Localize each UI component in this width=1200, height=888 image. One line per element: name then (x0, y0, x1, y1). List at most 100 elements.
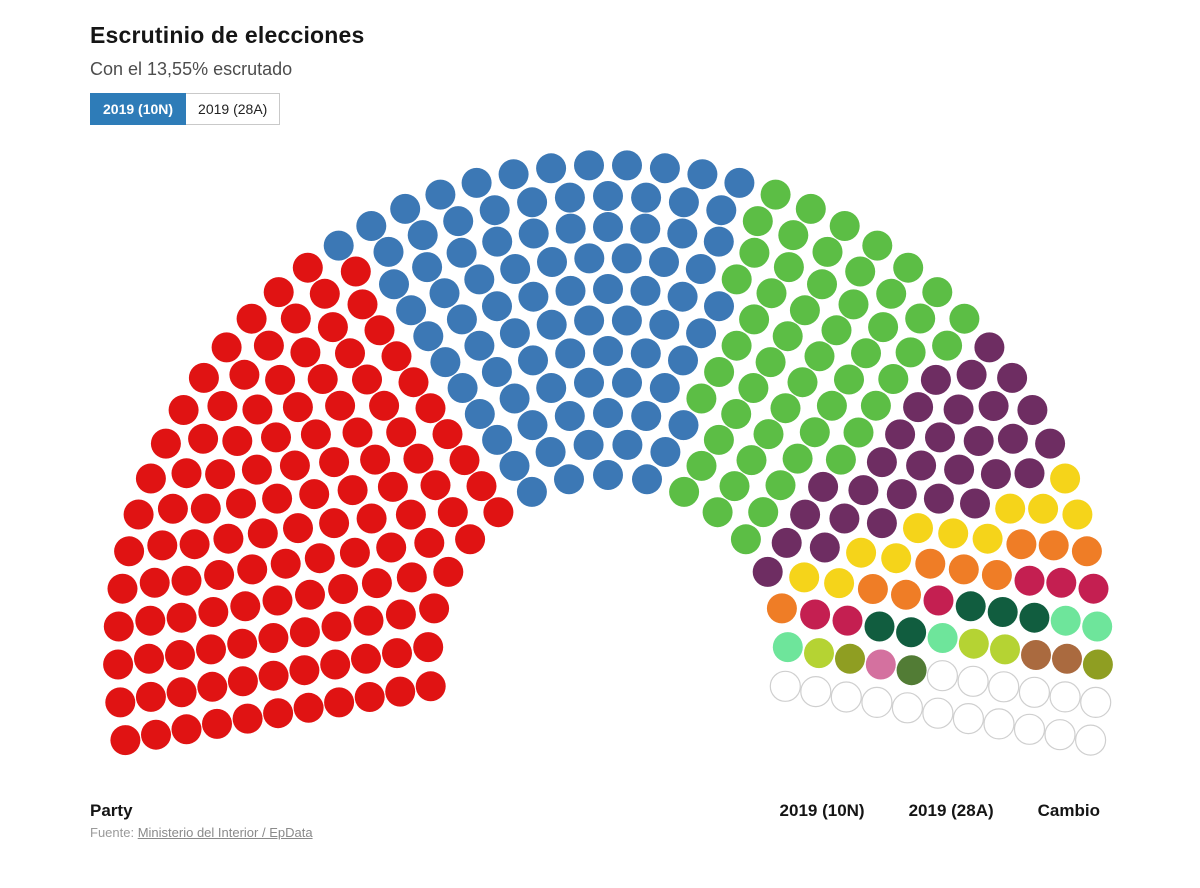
seat-yellow[interactable] (824, 568, 855, 599)
seat-red[interactable] (320, 649, 351, 680)
seat-pink[interactable] (865, 649, 896, 680)
seat-blue[interactable] (498, 159, 529, 190)
seat-yellow[interactable] (1062, 499, 1093, 530)
seat-red[interactable] (361, 568, 392, 599)
seat-blue[interactable] (447, 373, 478, 403)
seat-red[interactable] (420, 470, 451, 501)
seat-blue[interactable] (612, 150, 642, 181)
seat-green[interactable] (807, 269, 837, 300)
seat-blue[interactable] (413, 321, 444, 352)
seat-dark-green[interactable] (896, 617, 927, 648)
seat-blue[interactable] (517, 187, 548, 218)
seat-red[interactable] (293, 692, 324, 723)
source-link[interactable]: Ministerio del Interior / EpData (137, 825, 313, 840)
seat-blue[interactable] (593, 212, 623, 242)
seat-green[interactable] (932, 330, 963, 361)
seat-blue[interactable] (537, 247, 567, 277)
seat-purple[interactable] (960, 488, 990, 519)
seat-red[interactable] (356, 503, 387, 534)
seat-red[interactable] (377, 471, 408, 502)
seat-green[interactable] (799, 417, 830, 448)
seat-red[interactable] (226, 488, 256, 519)
seat-purple[interactable] (829, 503, 860, 534)
seat-dark-olive[interactable] (896, 655, 927, 686)
seat-green[interactable] (756, 278, 787, 309)
seat-green[interactable] (730, 524, 761, 555)
seat-red[interactable] (190, 493, 221, 524)
seat-blue[interactable] (667, 281, 698, 312)
seat-red[interactable] (135, 681, 166, 712)
seat-olive[interactable] (1082, 649, 1113, 680)
seat-blue[interactable] (612, 367, 642, 398)
seat-blue[interactable] (703, 226, 734, 257)
seat-red[interactable] (168, 395, 199, 425)
seat-green[interactable] (772, 321, 803, 352)
seat-purple[interactable] (923, 483, 954, 514)
seat-orange[interactable] (915, 548, 946, 579)
seat-green[interactable] (860, 390, 891, 421)
seat-blue[interactable] (704, 291, 734, 322)
seat-purple[interactable] (790, 499, 821, 530)
seat-green[interactable] (736, 445, 767, 476)
seat-crimson[interactable] (832, 605, 863, 636)
seat-purple[interactable] (956, 359, 987, 390)
seat-blue[interactable] (464, 264, 495, 295)
seat-blue[interactable] (574, 305, 605, 336)
seat-red[interactable] (141, 719, 171, 750)
seat-blue[interactable] (593, 460, 623, 490)
seat-red[interactable] (325, 390, 356, 421)
seat-red[interactable] (230, 591, 261, 622)
seat-red[interactable] (455, 524, 486, 555)
seat-brown[interactable] (1052, 643, 1082, 674)
seat-green[interactable] (748, 497, 779, 528)
seat-blue[interactable] (461, 167, 492, 198)
seat-red[interactable] (292, 252, 323, 283)
seat-red[interactable] (227, 628, 258, 659)
seat-green[interactable] (719, 471, 750, 502)
seat-red[interactable] (324, 687, 355, 718)
seat-blue[interactable] (323, 230, 354, 261)
seat-blue[interactable] (555, 338, 586, 369)
tab-2019-28a[interactable]: 2019 (28A) (186, 93, 281, 125)
seat-orange[interactable] (1006, 529, 1037, 560)
seat-green[interactable] (834, 364, 864, 395)
seat-green[interactable] (905, 303, 936, 334)
seat-red[interactable] (364, 315, 395, 346)
seat-dark-green[interactable] (1019, 602, 1050, 633)
seat-red[interactable] (398, 367, 429, 398)
seat-green[interactable] (787, 367, 818, 398)
seat-white-pending[interactable] (983, 708, 1015, 740)
seat-blue[interactable] (574, 367, 604, 398)
seat-olive[interactable] (835, 643, 865, 674)
seat-purple[interactable] (771, 527, 802, 558)
seat-mint-green[interactable] (772, 632, 803, 663)
seat-green[interactable] (922, 277, 953, 308)
seat-crimson[interactable] (923, 585, 954, 616)
seat-dark-green[interactable] (955, 591, 986, 622)
seat-purple[interactable] (997, 362, 1028, 393)
seat-purple[interactable] (903, 392, 934, 423)
seat-blue[interactable] (687, 159, 718, 190)
seat-blue[interactable] (631, 401, 662, 431)
seat-green[interactable] (704, 357, 735, 387)
seat-green[interactable] (770, 393, 801, 424)
seat-blue[interactable] (668, 187, 699, 218)
seat-red[interactable] (295, 579, 325, 610)
seat-red[interactable] (123, 499, 154, 530)
seat-blue[interactable] (631, 182, 662, 213)
seat-red[interactable] (265, 364, 296, 395)
seat-white-pending[interactable] (1044, 719, 1076, 751)
seat-red[interactable] (309, 278, 340, 309)
seat-red[interactable] (236, 303, 267, 334)
seat-blue[interactable] (536, 153, 567, 184)
seat-white-pending[interactable] (926, 660, 959, 692)
seat-green[interactable] (895, 337, 926, 368)
seat-blue[interactable] (499, 383, 530, 414)
seat-white-pending[interactable] (861, 686, 893, 719)
seat-purple[interactable] (1035, 428, 1066, 459)
seat-blue[interactable] (574, 243, 605, 274)
seat-dark-green[interactable] (987, 597, 1018, 627)
seat-crimson[interactable] (1014, 565, 1045, 596)
seat-purple[interactable] (808, 471, 839, 502)
seat-red[interactable] (227, 666, 258, 697)
